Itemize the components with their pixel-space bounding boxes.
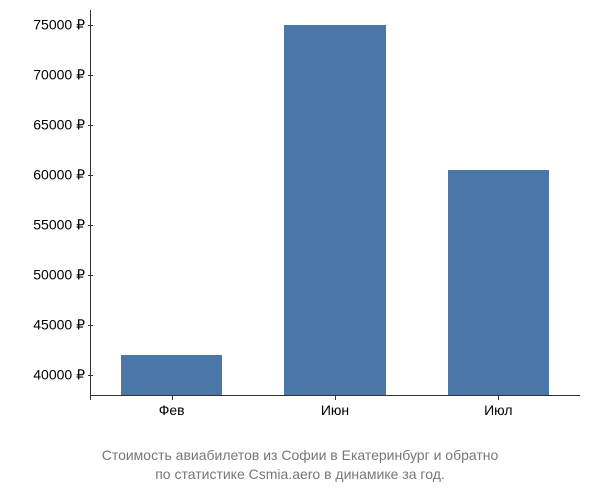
- x-tick-mark: [172, 395, 173, 400]
- y-tick-label: 70000 ₽: [15, 67, 85, 84]
- y-tick-mark: [88, 225, 93, 226]
- price-chart: 40000 ₽ 45000 ₽ 50000 ₽ 55000 ₽ 60000 ₽ 65000…: [10, 10, 590, 430]
- y-tick-mark: [88, 375, 93, 376]
- x-tick-label: Июл: [484, 402, 512, 418]
- y-tick-mark: [88, 125, 93, 126]
- caption-line-1: Стоимость авиабилетов из Софии в Екатери…: [102, 447, 499, 463]
- y-tick-label: 65000 ₽: [15, 117, 85, 134]
- caption-line-2: по статистике Csmia.aero в динамике за г…: [155, 466, 445, 482]
- bar: [448, 170, 549, 395]
- y-tick-mark: [88, 275, 93, 276]
- x-tick-mark: [498, 395, 499, 400]
- y-tick-label: 40000 ₽: [15, 367, 85, 384]
- y-tick-label: 45000 ₽: [15, 317, 85, 334]
- x-tick-label: Июн: [321, 402, 349, 418]
- y-tick-mark: [88, 175, 93, 176]
- y-tick-mark: [88, 25, 93, 26]
- y-tick-label: 60000 ₽: [15, 167, 85, 184]
- y-tick-mark: [88, 325, 93, 326]
- y-tick-mark: [88, 75, 93, 76]
- y-tick-label: 75000 ₽: [15, 17, 85, 34]
- x-tick-mark: [335, 395, 336, 400]
- chart-caption: Стоимость авиабилетов из Софии в Екатери…: [0, 446, 600, 485]
- bar: [121, 355, 222, 395]
- y-axis-line: [90, 10, 91, 400]
- y-tick-label: 55000 ₽: [15, 217, 85, 234]
- x-tick-label: Фев: [159, 402, 185, 418]
- y-tick-label: 50000 ₽: [15, 267, 85, 284]
- bar: [284, 25, 385, 395]
